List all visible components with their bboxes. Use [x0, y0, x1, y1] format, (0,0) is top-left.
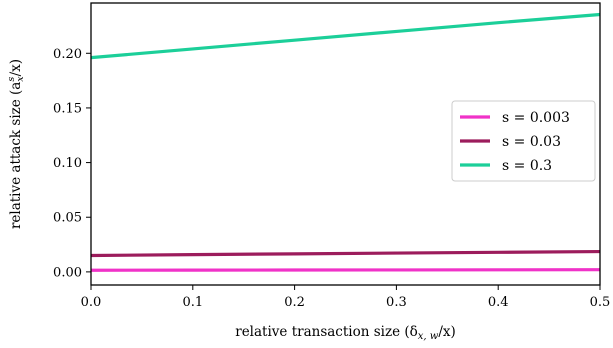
legend-label: s = 0.003 [502, 110, 570, 126]
legend-label: s = 0.3 [502, 158, 552, 174]
x-axis: 0.0 0.1 0.2 0.3 0.4 0.5 [81, 285, 611, 310]
x-axis-label: relative transaction size (δx, w/x) [235, 324, 456, 342]
y-axis-label: relative attack size (asx/x) [6, 59, 26, 229]
legend-box [451, 100, 596, 182]
legend: s = 0.003 s = 0.03 s = 0.3 [451, 100, 596, 182]
y-tick-label: 0.05 [53, 211, 82, 226]
y-tick-label: 0.10 [53, 156, 82, 171]
x-tick-label: 0.3 [386, 295, 407, 310]
plot-frame [90, 2, 601, 286]
y-tick-label: 0.00 [53, 265, 82, 280]
y-axis: 0.00 0.05 0.10 0.15 0.20 [53, 47, 91, 280]
x-tick-label: 0.5 [590, 295, 611, 310]
x-tick-label: 0.2 [284, 295, 305, 310]
y-tick-label: 0.15 [53, 101, 82, 116]
x-tick-label: 0.1 [182, 295, 203, 310]
legend-label: s = 0.03 [502, 134, 561, 150]
series-line-3 [90, 12, 601, 60]
x-tick-label: 0.4 [488, 295, 509, 310]
series-line-2 [90, 249, 601, 258]
series-layer [90, 12, 601, 272]
series-line-1 [90, 268, 601, 272]
y-tick-label: 0.20 [53, 47, 82, 62]
x-tick-label: 0.0 [81, 295, 102, 310]
